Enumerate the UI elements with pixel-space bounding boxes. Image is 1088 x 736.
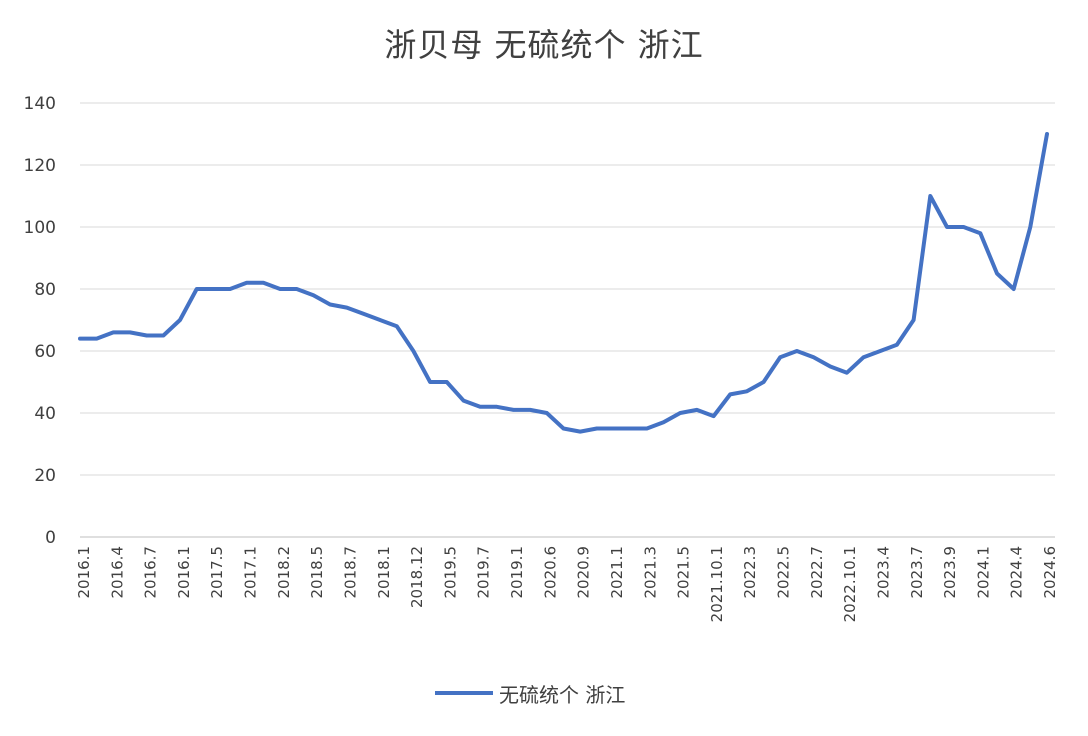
y-tick-label: 100: [24, 218, 56, 238]
y-axis-ticks: 0 20 40 60 80 100 120 140: [24, 94, 56, 548]
x-axis-ticks: 2016.1 2016.4 2016.7 2016.1 2017.5 2017.1 2018…: [75, 546, 1059, 622]
x-tick-label: 2018.1: [375, 546, 393, 599]
x-tick-label: 2016.4: [108, 546, 126, 599]
legend-line-swatch: [435, 691, 493, 695]
x-tick-label: 2020.6: [541, 546, 559, 599]
x-tick-label: 2024.6: [1041, 546, 1059, 599]
x-tick-label: 2018.5: [308, 546, 326, 599]
legend-label: 无硫统个 浙江: [499, 682, 626, 707]
y-tick-label: 140: [24, 94, 56, 114]
x-tick-label: 2021.10.1: [708, 546, 726, 622]
x-tick-label: 2016.1: [75, 546, 93, 599]
series-layer: [78, 132, 1049, 434]
x-tick-label: 2023.4: [874, 546, 892, 599]
x-tick-label: 2024.4: [1008, 546, 1026, 599]
y-tick-label: 80: [34, 280, 56, 300]
x-tick-label: 2022.7: [808, 546, 826, 599]
x-tick-label: 2022.3: [741, 546, 759, 599]
y-tick-label: 60: [34, 342, 56, 362]
x-tick-label: 2022.10.1: [841, 546, 859, 622]
x-tick-label: 2022.5: [775, 546, 793, 599]
chart-title: 浙贝母 无硫统个 浙江: [384, 26, 704, 64]
y-tick-label: 20: [34, 466, 56, 486]
series-line: [78, 132, 1049, 434]
y-tick-label: 120: [24, 156, 56, 176]
x-tick-label: 2020.9: [575, 546, 593, 599]
x-tick-label: 2021.3: [641, 546, 659, 599]
gridlines: [80, 102, 1055, 538]
x-tick-label: 2024.1: [974, 546, 992, 599]
x-tick-label: 2018.12: [408, 546, 426, 608]
x-tick-label: 2019.5: [441, 546, 459, 599]
x-tick-label: 2016.7: [142, 546, 160, 599]
x-tick-label: 2018.7: [341, 546, 359, 599]
x-tick-label: 2021.5: [675, 546, 693, 599]
legend: 无硫统个 浙江: [435, 678, 625, 708]
x-tick-label: 2019.7: [475, 546, 493, 599]
x-tick-label: 2016.1: [175, 546, 193, 599]
x-tick-label: 2019.1: [508, 546, 526, 599]
y-tick-label: 0: [45, 528, 56, 548]
x-tick-label: 2021.1: [608, 546, 626, 599]
x-tick-label: 2023.9: [941, 546, 959, 599]
x-tick-label: 2023.7: [908, 546, 926, 599]
x-tick-label: 2017.5: [208, 546, 226, 599]
x-tick-label: 2017.1: [242, 546, 260, 599]
y-tick-label: 40: [34, 404, 56, 424]
x-tick-label: 2018.2: [275, 546, 293, 599]
